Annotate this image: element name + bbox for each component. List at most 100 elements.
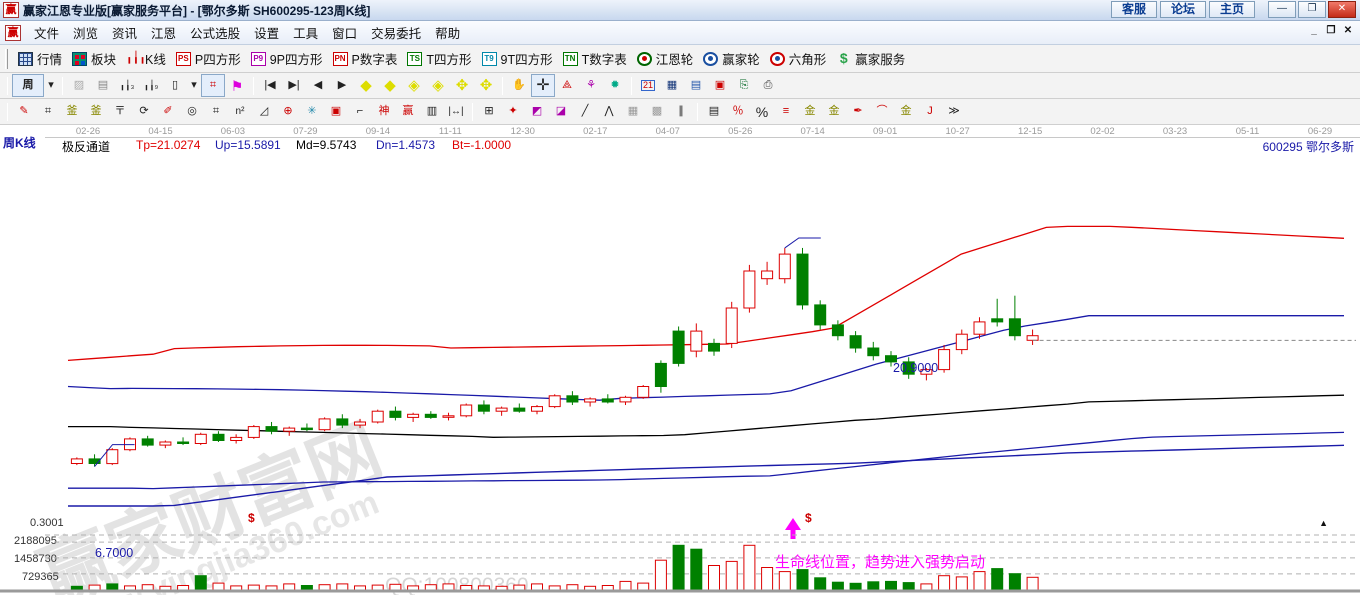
- toolbar-9t-square-button[interactable]: T9 9T四方形: [477, 48, 558, 69]
- kline-3-button[interactable]: ╻╽₃: [116, 75, 138, 96]
- j-line-button[interactable]: J: [919, 101, 941, 122]
- ink-tool-button[interactable]: ✒: [847, 101, 869, 122]
- page-right-button[interactable]: ▶: [331, 75, 353, 96]
- ruler-tool-button[interactable]: ▥: [421, 101, 443, 122]
- crosshair-tool-button[interactable]: ✛: [531, 74, 555, 97]
- price-chart-svg[interactable]: [0, 154, 1360, 539]
- page-left-button[interactable]: ◀: [307, 75, 329, 96]
- zoom-out-all-button[interactable]: ✥: [451, 75, 473, 96]
- parallel-lines-button[interactable]: ∥: [670, 101, 692, 122]
- toolbar-sector-button[interactable]: 板块: [67, 48, 121, 69]
- restore-button[interactable]: ❐: [1298, 1, 1326, 18]
- kline-9-button[interactable]: ╻╽₉: [140, 75, 162, 96]
- zoom-fit-button[interactable]: ✥: [475, 75, 497, 96]
- channel-tool-button[interactable]: ⊞: [478, 101, 500, 122]
- shift-right-button[interactable]: ◆: [379, 75, 401, 96]
- gold-line-button[interactable]: 金: [823, 101, 845, 122]
- crosshair-target-button[interactable]: ⊕: [277, 101, 299, 122]
- first-page-button[interactable]: |◀: [259, 75, 281, 96]
- hand-tool-button[interactable]: ✋: [508, 75, 530, 96]
- angle-tool-button[interactable]: ◿: [253, 101, 275, 122]
- menu-item-trade-order[interactable]: 交易委托: [371, 27, 422, 41]
- close-button[interactable]: ✕: [1328, 1, 1356, 18]
- ying-tool-button[interactable]: 赢: [397, 101, 419, 122]
- menu-item-news[interactable]: 资讯: [112, 27, 138, 41]
- period-selector-button[interactable]: 周: [12, 74, 44, 97]
- toolbar-t-square-button[interactable]: TS T四方形: [402, 48, 476, 69]
- calendar-button[interactable]: 21: [637, 75, 659, 96]
- menu-item-gann[interactable]: 江恩: [151, 27, 177, 41]
- volume-chart-svg[interactable]: [0, 539, 1360, 595]
- single-candle-button[interactable]: ▯: [164, 75, 186, 96]
- marker-tool-button[interactable]: ✐: [157, 101, 179, 122]
- flag-marker-button[interactable]: ⚑: [226, 75, 248, 96]
- menu-item-help[interactable]: 帮助: [435, 27, 461, 41]
- cycle-circle-button[interactable]: ◎: [181, 101, 203, 122]
- toolbar-p-square-button[interactable]: PS P四方形: [171, 48, 246, 69]
- ladder-steps-button[interactable]: ▤: [703, 101, 725, 122]
- volume-pane[interactable]: [0, 539, 1360, 595]
- calculator-button[interactable]: ▦: [661, 75, 683, 96]
- gann-grid-1-button[interactable]: ⌗: [37, 101, 59, 122]
- toolbar-p-number-table-button[interactable]: PN P数字表: [328, 48, 403, 69]
- forum-button[interactable]: 论坛: [1160, 1, 1206, 18]
- gann-gold-2-button[interactable]: 釜: [85, 101, 107, 122]
- fan-box-button[interactable]: ◩: [526, 101, 548, 122]
- menu-item-browse[interactable]: 浏览: [73, 27, 99, 41]
- percent-retrace-button[interactable]: ％: [727, 101, 749, 122]
- toolbar-grip[interactable]: [5, 48, 8, 69]
- toolbar-t-number-table-button[interactable]: TN T数字表: [558, 48, 632, 69]
- menu-item-formula-stock-pick[interactable]: 公式选股: [190, 27, 241, 41]
- menu-item-settings[interactable]: 设置: [254, 27, 280, 41]
- box-target-button[interactable]: ▣: [325, 101, 347, 122]
- multi-window-button[interactable]: ▨: [68, 75, 90, 96]
- mdi-minimize-button[interactable]: _: [1311, 25, 1317, 36]
- menu-item-tools[interactable]: 工具: [293, 27, 319, 41]
- gold-circle-button[interactable]: 金: [799, 101, 821, 122]
- notes-button[interactable]: ▤: [685, 75, 707, 96]
- price-pane[interactable]: [0, 154, 1360, 539]
- last-page-button[interactable]: ▶|: [283, 75, 305, 96]
- toolbar-winner-wheel-button[interactable]: 赢家轮: [698, 48, 765, 69]
- shen-tool-button[interactable]: 神: [373, 101, 395, 122]
- homepage-button[interactable]: 主页: [1209, 1, 1255, 18]
- toolbar-9p-square-button[interactable]: P9 9P四方形: [246, 48, 328, 69]
- brain-tool-button[interactable]: ✹: [604, 75, 626, 96]
- toolbar-winner-service-button[interactable]: $ 赢家服务: [831, 48, 910, 69]
- grid-net-1-button[interactable]: ▦: [622, 101, 644, 122]
- print-button[interactable]: ⎙: [757, 75, 779, 96]
- percent-rows-button[interactable]: ≡: [775, 101, 797, 122]
- zoom-center-button[interactable]: ◈: [403, 75, 425, 96]
- compass-tool-button[interactable]: ⟁: [556, 75, 578, 96]
- save-image-button[interactable]: ▣: [709, 75, 731, 96]
- grid-net-2-button[interactable]: ▩: [646, 101, 668, 122]
- customer-service-button[interactable]: 客服: [1111, 1, 1157, 18]
- toolbar-kline-button[interactable]: ╻╽╻ K线: [121, 48, 171, 69]
- star-target-button[interactable]: ✳: [301, 101, 323, 122]
- mdi-restore-button[interactable]: ❐: [1326, 25, 1336, 36]
- percent-line-button[interactable]: ⌐: [349, 101, 371, 122]
- fan-shade-button[interactable]: ◪: [550, 101, 572, 122]
- gann-fan-tool-button[interactable]: ⌗: [201, 74, 225, 97]
- fan-final-button[interactable]: ≫: [943, 101, 965, 122]
- zoom-expand-button[interactable]: ◈: [427, 75, 449, 96]
- candle-dropdown-button[interactable]: ▾: [188, 75, 200, 96]
- fan-lines-button[interactable]: ✦: [502, 101, 524, 122]
- percent-sign-button[interactable]: %: [751, 101, 773, 122]
- arc-tool-button[interactable]: ⌒: [871, 101, 893, 122]
- chart-area[interactable]: 周K线 02-26 04-15 06-03 07-29 09-14 11-11 12-30 0…: [0, 126, 1360, 595]
- mdi-close-button[interactable]: ✕: [1343, 25, 1353, 36]
- grid-ladder-button[interactable]: ⌗: [205, 101, 227, 122]
- shift-left-button[interactable]: ◆: [355, 75, 377, 96]
- span-tool-button[interactable]: |↔|: [445, 101, 467, 122]
- toolbar-gann-wheel-button[interactable]: 江恩轮: [632, 48, 699, 69]
- export-button[interactable]: ⎘: [733, 75, 755, 96]
- zigzag-button[interactable]: ⋀: [598, 101, 620, 122]
- toolbar-quotes-button[interactable]: 行情: [13, 48, 67, 69]
- menu-item-window[interactable]: 窗口: [332, 27, 358, 41]
- trend-line-button[interactable]: ╱: [574, 101, 596, 122]
- gann-gold-1-button[interactable]: 釜: [61, 101, 83, 122]
- gann-scale-button[interactable]: 〒: [109, 101, 131, 122]
- menu-item-file[interactable]: 文件: [34, 27, 60, 41]
- report-button[interactable]: ▤: [92, 75, 114, 96]
